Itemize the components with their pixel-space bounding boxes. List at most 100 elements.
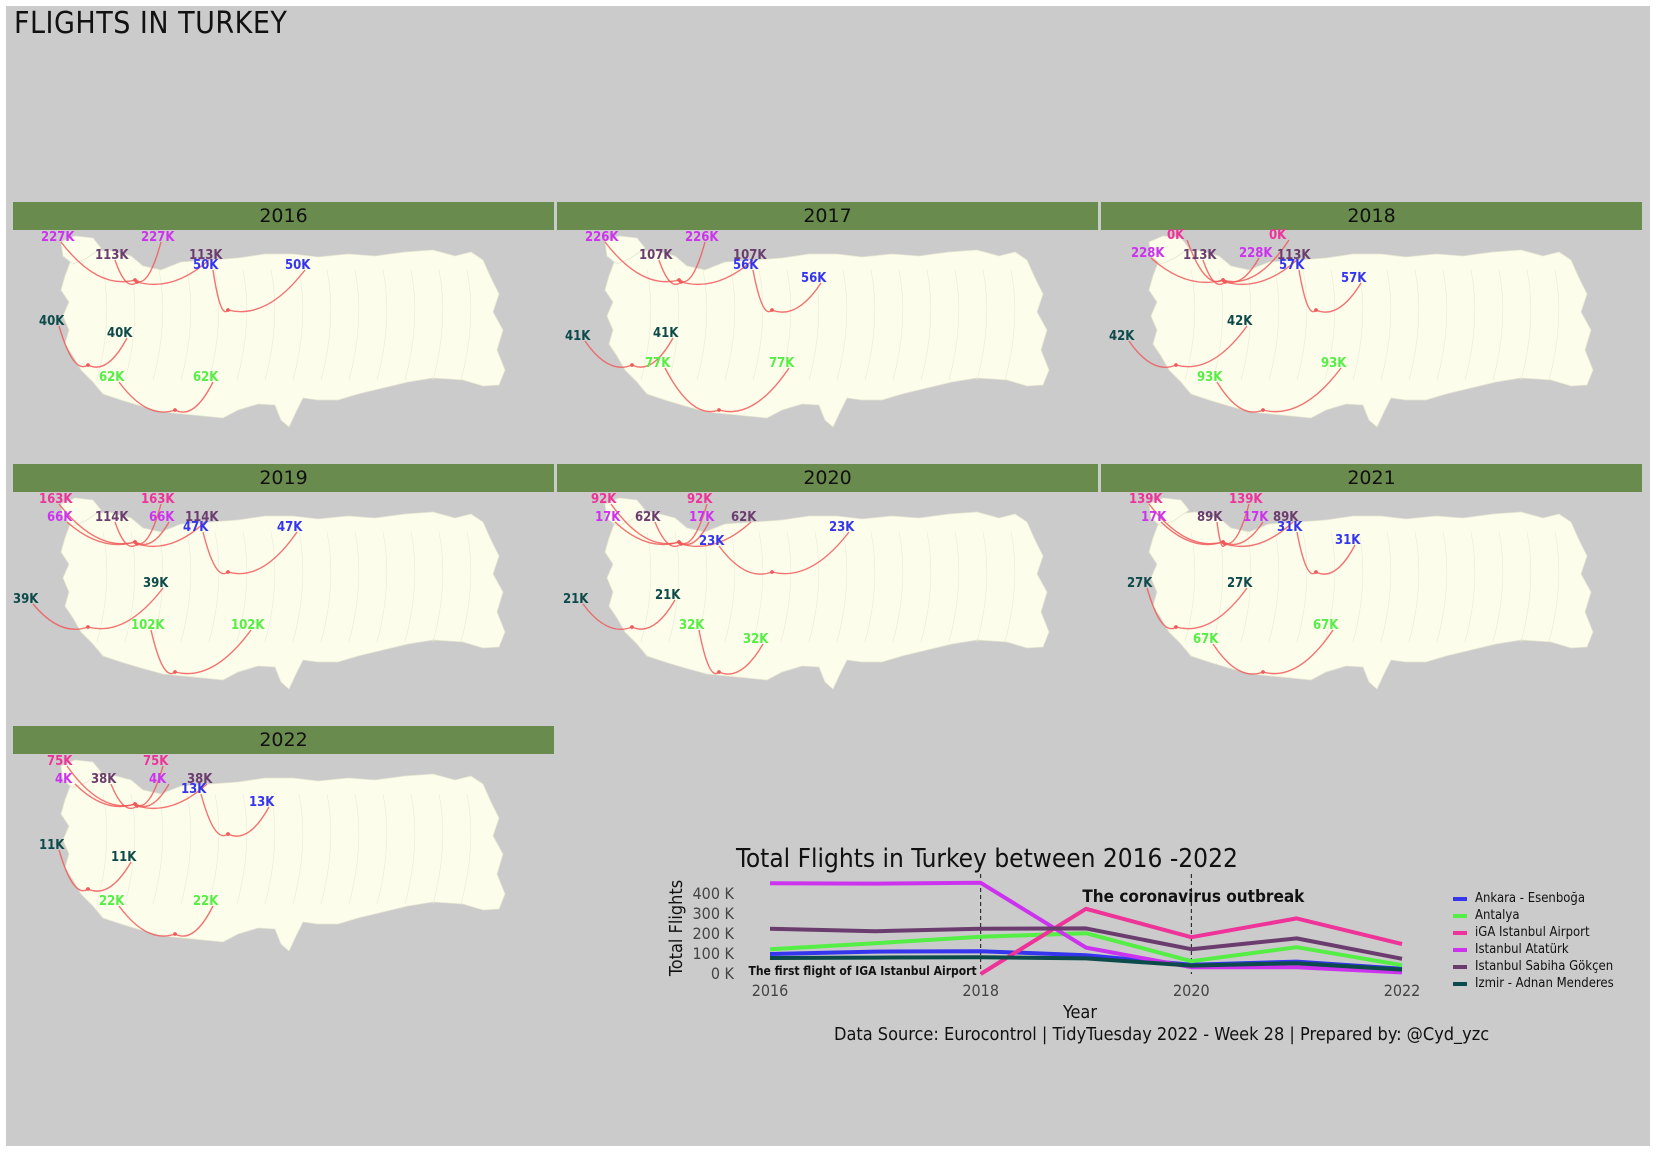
- flight-count-label: 57K: [1279, 258, 1305, 273]
- province-border: [1492, 531, 1504, 643]
- flight-arrow: [654, 521, 682, 548]
- flight-arrow: [150, 629, 176, 675]
- flight-arrow: [1160, 521, 1224, 546]
- flight-count-label: 27K: [1127, 576, 1153, 591]
- flight-count-label: 89K: [1273, 510, 1299, 525]
- arrow-head: [173, 932, 177, 936]
- flight-count-label: 38K: [187, 772, 213, 787]
- province-border: [404, 793, 416, 905]
- flight-arrow: [631, 337, 674, 368]
- province-border: [696, 269, 708, 381]
- flight-count-label: 107K: [733, 248, 767, 263]
- province-border: [1268, 269, 1280, 381]
- province-border: [892, 269, 904, 381]
- flight-count-label: 31K: [1277, 520, 1303, 535]
- province-border: [1408, 531, 1420, 643]
- legend-key: [1453, 947, 1467, 952]
- flight-count-label: 66K: [149, 510, 175, 525]
- flight-count-label: 226K: [585, 230, 619, 245]
- legend-key: [1453, 913, 1467, 918]
- arrow-head: [135, 542, 139, 546]
- flight-count-label: 31K: [1335, 533, 1361, 548]
- arrow-head: [86, 363, 90, 367]
- flight-count-label: 13K: [249, 795, 275, 810]
- arrow-head: [1174, 625, 1178, 629]
- flight-count-label: 114K: [95, 510, 129, 525]
- province-border: [348, 269, 360, 381]
- flight-count-label: 228K: [1239, 246, 1273, 261]
- map-panel-2019: 2019 163K 163K 66K 66K 114K 114K 47K 47K 39K 39K 10…: [13, 464, 554, 714]
- flight-count-label: 163K: [39, 492, 73, 507]
- flight-arrow: [66, 521, 136, 546]
- y-tick-label: 0 K: [711, 964, 735, 983]
- arrow-head: [717, 670, 721, 674]
- flight-arrow: [1150, 257, 1224, 284]
- arrow-head: [1261, 408, 1265, 412]
- thrace-landmass: [1148, 235, 1190, 265]
- facet-strip-label: 2020: [557, 464, 1098, 492]
- legend-key: [1453, 930, 1467, 935]
- flight-arrow: [174, 381, 214, 413]
- flight-count-label: 47K: [277, 520, 303, 535]
- arrow-head: [226, 570, 230, 574]
- flight-count-label: 39K: [13, 592, 39, 607]
- flight-arrow: [1262, 629, 1334, 675]
- flight-count-label: 113K: [95, 248, 129, 263]
- province-border: [152, 793, 164, 905]
- province-border: [292, 531, 304, 643]
- flight-count-label: 113K: [1277, 248, 1311, 263]
- flight-count-label: 57K: [1341, 271, 1367, 286]
- map-panel-2021: 2021 139K 139K 17K 17K 89K 89K 31K 31K 27K 27K 67K 6…: [1101, 464, 1642, 714]
- turkey-map: [584, 235, 1050, 428]
- flight-arrow: [631, 599, 676, 630]
- legend-item: Istanbul Sabiha Gökçen: [1453, 958, 1614, 975]
- series-line: [769, 955, 1403, 972]
- flight-arrow: [582, 603, 633, 631]
- flight-arrow: [664, 367, 720, 413]
- thrace-landmass: [60, 759, 102, 789]
- flight-count-label: 93K: [1321, 356, 1347, 371]
- arrow-head: [679, 542, 683, 546]
- flight-arrow: [1296, 531, 1317, 575]
- flight-count-label: 228K: [1131, 246, 1165, 261]
- flight-arrow: [614, 521, 680, 546]
- page-title: FLIGHTS IN TURKEY: [14, 6, 288, 41]
- province-border: [1464, 269, 1476, 381]
- x-axis-label: Year: [1062, 1002, 1097, 1023]
- province-border: [1408, 269, 1420, 381]
- province-border: [152, 269, 164, 381]
- caption: Data Source: Eurocontrol | TidyTuesday 2…: [834, 1024, 1490, 1045]
- flight-arrow: [1202, 259, 1226, 286]
- province-border: [432, 269, 444, 381]
- flight-arrow: [680, 521, 752, 548]
- flight-arrow: [1315, 282, 1362, 313]
- flight-count-label: 41K: [565, 329, 591, 344]
- flight-count-label: 77K: [645, 356, 671, 371]
- flight-arrow: [771, 282, 822, 313]
- province-border: [376, 531, 388, 643]
- flight-count-label: 226K: [685, 230, 719, 245]
- arrow-head: [630, 363, 634, 367]
- province-border: [1296, 269, 1308, 381]
- flight-count-label: 21K: [655, 588, 681, 603]
- province-border: [1240, 531, 1252, 643]
- flight-count-label: 107K: [639, 248, 673, 263]
- province-border: [264, 793, 276, 905]
- province-border: [976, 531, 988, 643]
- flight-arrow: [60, 241, 136, 283]
- flight-count-label: 32K: [679, 618, 705, 633]
- province-border: [1004, 531, 1016, 643]
- flight-count-label: 113K: [189, 248, 223, 263]
- flight-count-label: 47K: [183, 520, 209, 535]
- province-border: [432, 531, 444, 643]
- province-border: [404, 269, 416, 381]
- province-border: [724, 269, 736, 381]
- legend-key: [1453, 896, 1467, 901]
- flight-count-label: 17K: [689, 510, 715, 525]
- flight-count-label: 41K: [653, 326, 679, 341]
- province-border: [1492, 269, 1504, 381]
- series-line: [979, 906, 1403, 976]
- flight-count-label: 62K: [99, 370, 125, 385]
- legend-item: Ankara - Esenboğa: [1453, 890, 1614, 907]
- flight-count-label: 93K: [1197, 370, 1223, 385]
